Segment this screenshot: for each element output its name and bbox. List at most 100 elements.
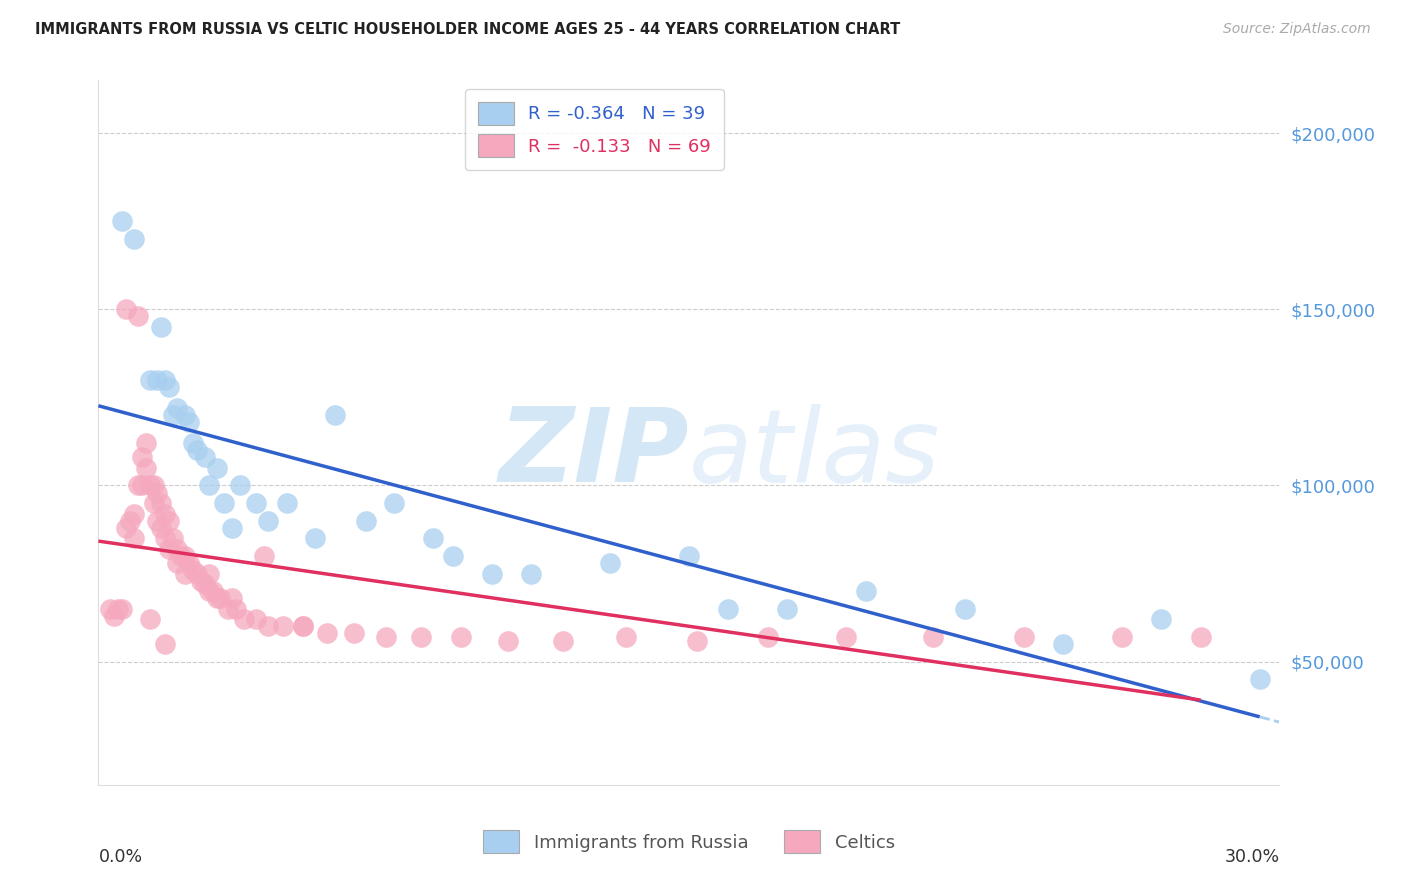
Point [276, 496, 298, 510]
Point [166, 401, 188, 415]
Point [115, 302, 138, 317]
Point [551, 633, 574, 648]
Point [146, 485, 169, 500]
Point [221, 521, 243, 535]
Point [103, 608, 125, 623]
Point [157, 514, 180, 528]
Point [678, 549, 700, 563]
Point [177, 556, 200, 570]
Point [135, 436, 157, 450]
Point [135, 460, 157, 475]
Point [142, 496, 165, 510]
Point [157, 541, 180, 556]
Point [122, 507, 145, 521]
Point [441, 549, 464, 563]
Point [111, 214, 134, 228]
Point [157, 380, 180, 394]
Point [292, 619, 315, 633]
Point [614, 630, 637, 644]
Point [118, 514, 141, 528]
Point [166, 541, 188, 556]
Point [181, 436, 204, 450]
Point [323, 408, 346, 422]
Point [146, 373, 169, 387]
Point [1052, 637, 1074, 651]
Point [162, 408, 184, 422]
Text: Source: ZipAtlas.com: Source: ZipAtlas.com [1223, 22, 1371, 37]
Point [170, 549, 193, 563]
Point [256, 514, 278, 528]
Point [855, 584, 877, 599]
Point [205, 591, 228, 606]
Point [354, 514, 377, 528]
Point [422, 531, 444, 545]
Point [205, 460, 228, 475]
Point [776, 601, 799, 615]
Point [1150, 612, 1173, 626]
Text: 30.0%: 30.0% [1225, 848, 1279, 866]
Point [686, 633, 709, 648]
Point [155, 373, 177, 387]
Point [304, 531, 326, 545]
Point [1189, 630, 1212, 644]
Point [122, 531, 145, 545]
Point [190, 574, 212, 588]
Point [315, 626, 337, 640]
Point [214, 496, 236, 510]
Text: 0.0%: 0.0% [98, 848, 142, 866]
Point [229, 478, 252, 492]
Point [233, 612, 256, 626]
Point [835, 630, 858, 644]
Point [115, 521, 138, 535]
Point [174, 549, 197, 563]
Point [122, 232, 145, 246]
Point [201, 584, 224, 599]
Point [273, 619, 295, 633]
Point [225, 601, 247, 615]
Point [209, 591, 232, 606]
Point [98, 601, 121, 615]
Point [131, 478, 153, 492]
Point [221, 591, 243, 606]
Point [146, 514, 169, 528]
Point [197, 566, 219, 581]
Point [150, 319, 173, 334]
Point [343, 626, 366, 640]
Point [1111, 630, 1133, 644]
Point [194, 577, 217, 591]
Point [374, 630, 396, 644]
Point [292, 619, 315, 633]
Point [155, 531, 177, 545]
Point [174, 566, 197, 581]
Legend: Immigrants from Russia, Celtics: Immigrants from Russia, Celtics [475, 822, 903, 861]
Point [177, 415, 200, 429]
Point [150, 496, 173, 510]
Point [131, 450, 153, 465]
Point [138, 373, 160, 387]
Point [953, 601, 976, 615]
Point [150, 521, 173, 535]
Point [256, 619, 278, 633]
Point [155, 507, 177, 521]
Point [162, 531, 184, 545]
Text: IMMIGRANTS FROM RUSSIA VS CELTIC HOUSEHOLDER INCOME AGES 25 - 44 YEARS CORRELATI: IMMIGRANTS FROM RUSSIA VS CELTIC HOUSEHO… [35, 22, 900, 37]
Point [245, 496, 267, 510]
Text: atlas: atlas [689, 404, 941, 504]
Point [186, 566, 208, 581]
Text: ZIP: ZIP [498, 403, 689, 504]
Point [1249, 673, 1271, 687]
Point [756, 630, 779, 644]
Point [138, 612, 160, 626]
Point [599, 556, 621, 570]
Point [127, 310, 149, 324]
Point [181, 563, 204, 577]
Point [197, 478, 219, 492]
Point [481, 566, 503, 581]
Point [411, 630, 433, 644]
Point [138, 478, 160, 492]
Point [127, 478, 149, 492]
Point [217, 601, 239, 615]
Point [107, 601, 129, 615]
Point [520, 566, 543, 581]
Point [111, 601, 134, 615]
